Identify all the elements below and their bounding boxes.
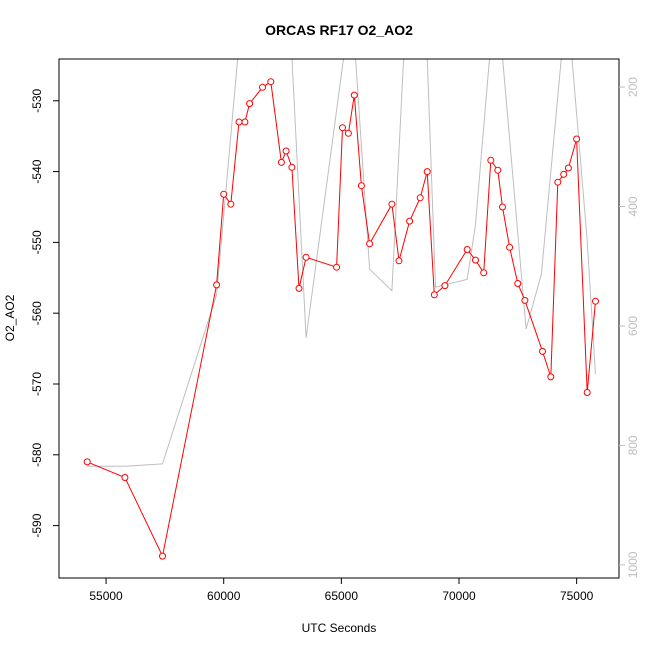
data-point bbox=[583, 389, 591, 396]
data-point bbox=[560, 170, 568, 178]
chart-title: ORCAS RF17 O2_AO2 bbox=[265, 22, 413, 38]
y2-tick-label: 1000 bbox=[626, 551, 640, 578]
data-point bbox=[592, 297, 599, 305]
chart-plot-area bbox=[83, 59, 599, 560]
data-point bbox=[554, 178, 562, 186]
y2-tick-label: 400 bbox=[626, 196, 640, 216]
data-point bbox=[344, 129, 352, 137]
data-point bbox=[406, 217, 414, 225]
y-tick-label: -560 bbox=[30, 301, 44, 325]
y2-tick-label: 600 bbox=[626, 316, 640, 336]
x-tick-label: 70000 bbox=[442, 589, 476, 603]
data-point bbox=[350, 91, 358, 99]
y-tick-label: -580 bbox=[30, 442, 44, 466]
data-point bbox=[241, 118, 249, 126]
y-tick-label: -550 bbox=[30, 230, 44, 254]
data-point bbox=[564, 164, 572, 172]
y-tick-label: -530 bbox=[30, 88, 44, 112]
data-point bbox=[472, 256, 479, 264]
x-tick-label: 75000 bbox=[560, 589, 594, 603]
data-point bbox=[487, 156, 495, 164]
data-point bbox=[282, 147, 290, 155]
data-point bbox=[220, 190, 228, 198]
data-point bbox=[430, 291, 438, 299]
data-point bbox=[441, 282, 449, 290]
data-point bbox=[499, 203, 506, 211]
data-point bbox=[388, 200, 396, 208]
data-point bbox=[288, 163, 296, 171]
data-point bbox=[235, 118, 243, 126]
y-tick-label: -590 bbox=[30, 513, 44, 537]
data-point bbox=[494, 166, 502, 174]
data-point bbox=[506, 243, 514, 251]
data-point bbox=[480, 269, 488, 277]
data-point bbox=[295, 284, 303, 292]
series-line-secondary bbox=[87, 59, 596, 467]
data-point bbox=[547, 373, 555, 381]
data-point bbox=[267, 78, 275, 86]
data-point bbox=[395, 257, 403, 265]
data-point bbox=[159, 552, 166, 560]
series-line-primary bbox=[87, 80, 596, 558]
y-tick-label: -570 bbox=[30, 372, 44, 396]
data-point bbox=[357, 182, 365, 190]
data-point bbox=[416, 194, 424, 202]
data-point bbox=[227, 200, 235, 208]
x-tick-label: 55000 bbox=[89, 589, 123, 603]
x-tick-label: 60000 bbox=[207, 589, 241, 603]
y-axis-label: O2_AO2 bbox=[3, 294, 17, 341]
data-point bbox=[277, 158, 285, 166]
data-point bbox=[83, 458, 91, 466]
y2-tick-label: 200 bbox=[626, 77, 640, 97]
data-point bbox=[333, 263, 341, 271]
chart-axes: 55000 60000 65000 70000 75000 -590 -580 -570 -56… bbox=[30, 58, 640, 603]
data-point bbox=[302, 253, 310, 261]
data-point bbox=[259, 83, 266, 91]
data-point bbox=[121, 474, 129, 481]
data-point bbox=[246, 100, 254, 108]
data-point bbox=[423, 168, 431, 176]
data-point bbox=[463, 246, 471, 253]
x-tick-label: 65000 bbox=[325, 589, 359, 603]
data-point bbox=[573, 135, 581, 143]
data-point bbox=[514, 280, 522, 287]
x-axis-label: UTC Seconds bbox=[302, 621, 377, 635]
data-point bbox=[213, 281, 221, 289]
data-point bbox=[521, 296, 529, 304]
data-point bbox=[539, 347, 546, 355]
plot-frame bbox=[58, 58, 620, 579]
data-point bbox=[366, 240, 374, 248]
y-tick-label: -540 bbox=[30, 159, 44, 183]
y2-tick-label: 800 bbox=[626, 435, 640, 455]
data-point bbox=[339, 124, 346, 132]
